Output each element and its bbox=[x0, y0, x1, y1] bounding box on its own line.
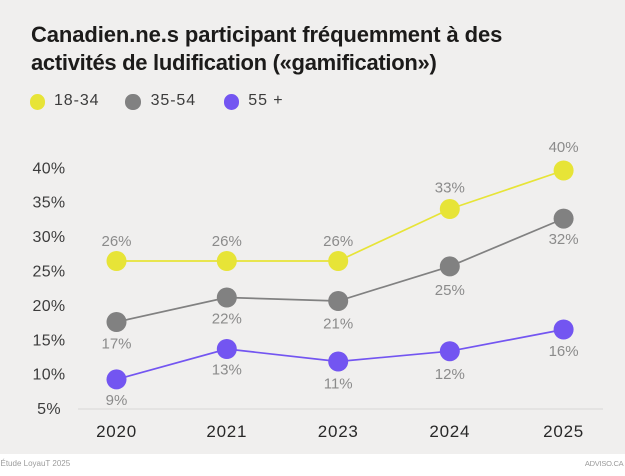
svg-text:17%: 17% bbox=[101, 336, 131, 353]
svg-text:11%: 11% bbox=[324, 375, 353, 392]
svg-text:2024: 2024 bbox=[429, 422, 470, 441]
svg-text:26%: 26% bbox=[212, 233, 242, 250]
svg-text:2023: 2023 bbox=[318, 422, 359, 441]
svg-text:30%: 30% bbox=[33, 229, 66, 246]
svg-text:5%: 5% bbox=[37, 401, 61, 418]
svg-text:21%: 21% bbox=[323, 315, 353, 332]
svg-text:26%: 26% bbox=[101, 233, 131, 250]
svg-text:13%: 13% bbox=[212, 361, 242, 378]
svg-text:12%: 12% bbox=[435, 366, 465, 383]
svg-text:26%: 26% bbox=[323, 233, 353, 250]
svg-text:33%: 33% bbox=[435, 179, 465, 196]
svg-text:2025: 2025 bbox=[543, 422, 584, 441]
svg-text:9%: 9% bbox=[106, 392, 128, 409]
svg-text:16%: 16% bbox=[549, 343, 579, 360]
svg-text:20%: 20% bbox=[33, 298, 66, 315]
svg-text:25%: 25% bbox=[435, 282, 465, 299]
svg-text:35%: 35% bbox=[33, 195, 66, 212]
svg-text:25%: 25% bbox=[33, 264, 66, 281]
svg-text:32%: 32% bbox=[549, 231, 579, 248]
svg-text:22%: 22% bbox=[212, 310, 242, 327]
svg-text:2020: 2020 bbox=[96, 422, 137, 441]
svg-text:40%: 40% bbox=[33, 160, 66, 177]
svg-text:2021: 2021 bbox=[206, 422, 247, 441]
svg-text:10%: 10% bbox=[33, 367, 66, 384]
svg-text:15%: 15% bbox=[33, 332, 66, 349]
svg-text:40%: 40% bbox=[549, 139, 579, 156]
